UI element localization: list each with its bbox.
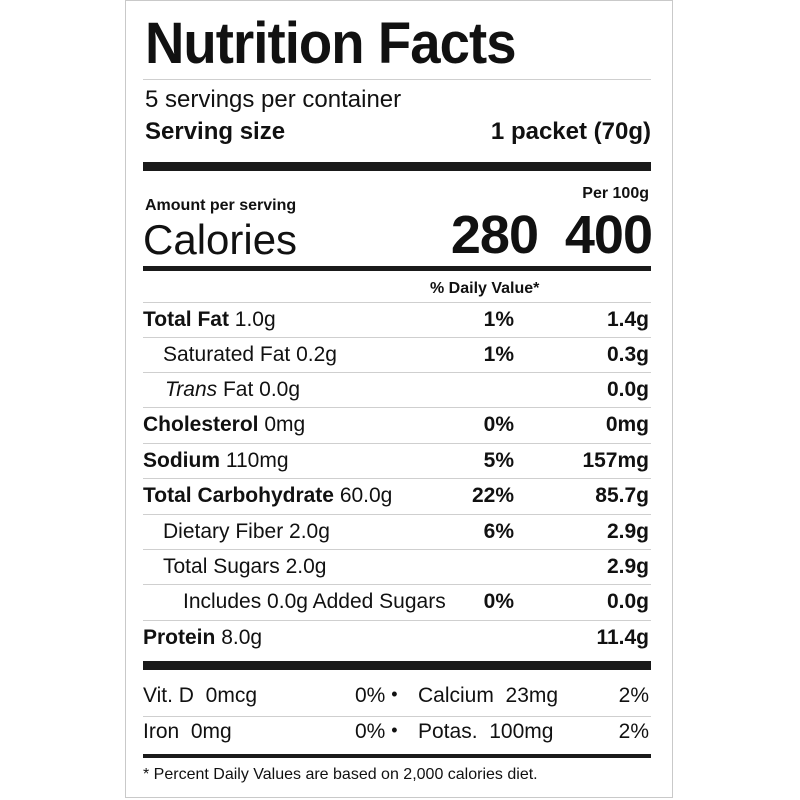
divider — [143, 514, 651, 515]
nutrient-row-added-sugars: Includes 0.0g Added Sugars 0% 0.0g — [143, 585, 651, 619]
medium-divider — [143, 754, 651, 758]
nutrient-name: Includes 0.0g Added Sugars — [183, 590, 446, 613]
nutrient-per-100g: 1.4g — [606, 308, 649, 331]
nutrient-row-sodium: Sodium 110mg 5% 157mg — [143, 444, 651, 478]
nutrient-amount: 0.0g — [259, 378, 301, 401]
serving-size-label: Serving size — [145, 118, 286, 145]
divider — [143, 337, 651, 338]
calories-per-serving: 280 — [450, 205, 539, 265]
calcium-dv: 2% — [618, 684, 649, 707]
iron-dv: 0% • — [355, 720, 398, 743]
divider — [143, 407, 651, 408]
divider — [143, 549, 651, 550]
nutrient-amount: 2.0g — [285, 555, 327, 578]
nutrient-per-100g: 2.9g — [606, 555, 649, 578]
calories-per-100g: 400 — [564, 205, 653, 265]
potassium-dv: 2% — [618, 720, 649, 743]
medium-divider — [143, 266, 651, 271]
nutrient-per-100g: 11.4g — [596, 626, 649, 649]
calories-label: Calories — [143, 216, 298, 263]
thick-divider — [143, 661, 651, 670]
daily-value-header: % Daily Value* — [430, 280, 540, 297]
nutrient-per-100g: 85.7g — [595, 484, 649, 507]
nutrient-name: Sodium — [143, 449, 220, 472]
divider — [143, 584, 651, 585]
divider — [143, 478, 651, 479]
nutrient-row-cholesterol: Cholesterol 0mg 0% 0mg — [143, 408, 651, 442]
nutrient-dv: 5% — [483, 449, 514, 472]
nutrient-name: Cholesterol — [143, 413, 259, 436]
footnote: * Percent Daily Values are based on 2,00… — [143, 766, 538, 783]
bullet-icon: • — [391, 720, 398, 740]
nutrient-dv: 1% — [483, 343, 514, 366]
amount-per-serving-label: Amount per serving — [145, 197, 297, 214]
per-100g-label: Per 100g — [582, 185, 649, 202]
nutrient-per-100g: 157mg — [582, 449, 649, 472]
nutrient-amount: 110mg — [225, 449, 289, 472]
nutrient-dv: 1% — [483, 308, 514, 331]
nutrient-amount: 0.2g — [296, 343, 337, 366]
bullet-icon: • — [391, 684, 398, 704]
servings-per-container: 5 servings per container — [145, 86, 402, 113]
nutrient-name: Total Fat — [143, 308, 229, 331]
calcium: Calcium 23mg — [418, 684, 559, 707]
nutrient-amount: 0mg — [264, 413, 306, 436]
nutrient-amount: 2.0g — [289, 520, 330, 543]
nutrient-row-trans-fat: Trans Fat 0.0g 0.0g — [143, 373, 651, 407]
nutrient-row-saturated-fat: Saturated Fat 0.2g 1% 0.3g — [143, 338, 651, 372]
nutrient-name-italic: Trans — [165, 378, 218, 401]
nutrient-row-total-sugars: Total Sugars 2.0g 2.9g — [143, 550, 651, 584]
serving-size-value: 1 packet (70g) — [490, 118, 651, 145]
nutrient-dv: 6% — [483, 520, 514, 543]
nutrient-row-protein: Protein 8.0g 11.4g — [143, 621, 651, 655]
label-title: Nutrition Facts — [145, 11, 517, 76]
divider — [143, 443, 651, 444]
nutrient-per-100g: 2.9g — [606, 520, 649, 543]
divider — [143, 372, 651, 373]
divider — [143, 302, 651, 303]
nutrient-name: Total Carbohydrate — [143, 484, 334, 507]
nutrient-row-dietary-fiber: Dietary Fiber 2.0g 6% 2.9g — [143, 515, 651, 549]
divider — [143, 79, 651, 80]
nutrient-row-total-carbohydrate: Total Carbohydrate 60.0g 22% 85.7g — [143, 479, 651, 513]
nutrient-amount: 8.0g — [221, 626, 263, 649]
nutrient-name: Protein — [143, 626, 216, 649]
nutrient-per-100g: 0.0g — [606, 378, 649, 401]
nutrient-dv: 22% — [471, 484, 514, 507]
nutrient-per-100g: 0.3g — [606, 343, 649, 366]
divider — [143, 620, 651, 621]
iron: Iron 0mg — [143, 720, 232, 743]
vitamin-d-dv: 0% • — [355, 684, 398, 707]
potassium: Potas. 100mg — [418, 720, 554, 743]
nutrient-amount: 60.0g — [339, 484, 393, 507]
nutrient-name: Dietary Fiber — [163, 520, 284, 543]
divider — [143, 716, 651, 717]
vitamin-d: Vit. D 0mcg — [143, 684, 257, 707]
thick-divider — [143, 162, 651, 171]
nutrient-name: Fat — [222, 378, 254, 401]
nutrient-dv: 0% — [483, 413, 514, 436]
nutrient-name: Saturated Fat — [163, 343, 291, 366]
nutrient-dv: 0% — [483, 590, 514, 613]
nutrient-per-100g: 0.0g — [606, 590, 649, 613]
nutrient-name: Total Sugars — [163, 555, 280, 578]
nutrient-per-100g: 0mg — [605, 413, 649, 436]
nutrient-amount: 1.0g — [234, 308, 276, 331]
nutrient-row-total-fat: Total Fat 1.0g 1% 1.4g — [143, 303, 651, 337]
